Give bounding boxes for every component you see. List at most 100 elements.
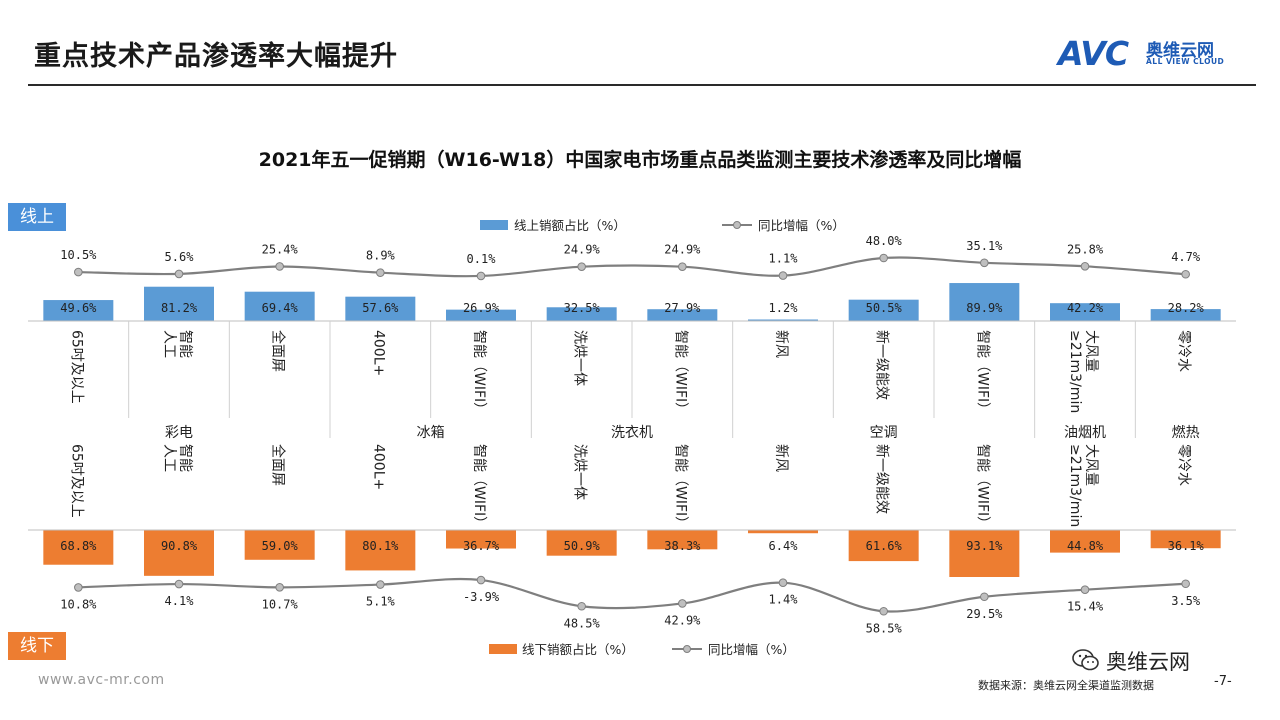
offline-growth-label: 15.4% [1067,600,1104,614]
category-group-label: 空调 [870,425,898,441]
online-growth-label: 24.9% [564,243,601,257]
online-share-label: 42.2% [1067,301,1104,315]
online-share-label: 57.6% [362,301,399,315]
online-growth-label: 0.1% [467,252,497,266]
offline-growth-line [78,577,1186,613]
online-growth-line [78,256,1186,278]
offline-category-label: 洗烘一体 [572,444,588,500]
online-share-bar [748,319,818,321]
offline-growth-point [577,601,586,611]
offline-growth-point [476,575,486,585]
online-category-label: 全面屏 [270,330,287,372]
online-growth-label: 48.0% [866,234,903,248]
online-share-bar [848,299,919,321]
offline-category-label: 智能（WIFI） [471,444,487,530]
offline-growth-point [376,580,385,589]
offline-growth-label: 48.5% [564,616,601,630]
online-category-label: 大风量 [1083,330,1099,372]
offline-growth-label: 4.1% [165,594,195,608]
online-growth-label: 10.5% [60,248,97,262]
offline-share-label: 38.3% [664,539,701,553]
online-growth-label: 25.4% [262,242,299,256]
offline-growth-label: 1.4% [769,593,799,607]
online-growth-point [577,262,586,271]
online-share-label: 89.9% [966,301,1003,315]
online-share-label: 26.9% [463,301,500,315]
online-growth-point [174,269,184,279]
online-share-label: 28.2% [1168,301,1205,315]
offline-share-label: 50.9% [564,539,601,553]
offline-category-label: ≥21m3/min [1067,444,1083,527]
online-growth-point [376,268,385,277]
offline-category-label: 智能（WIFI） [974,444,990,530]
offline-share-label: 59.0% [262,539,299,553]
online-growth-label: 8.9% [366,249,396,263]
logo-chinese-name: 奥维云网 [1146,41,1214,61]
chart-title: 2021年五一促销期（W16-W18）中国家电市场重点品类监测主要技术渗透率及同… [258,149,1022,171]
category-group-label: 油烟机 [1064,425,1106,441]
online-category-label: 新风 [773,330,789,358]
online-share-bar [949,283,1020,321]
offline-share-label: 93.1% [966,539,1003,553]
offline-share-bar [949,530,1020,577]
online-growth-point [678,262,687,271]
offline-category-label: 全面屏 [270,444,287,486]
offline-growth-point [879,606,888,616]
offline-category-label: 零冷水 [1176,444,1192,486]
offline-share-label: 61.6% [866,539,903,553]
logo-mark: AVC [1058,34,1129,73]
online-share-bar [1150,309,1221,321]
offline-growth-label: -3.9% [463,590,500,604]
online-legend-bar-label: 线上销额占比（%） [514,218,626,233]
offline-growth-label: 3.5% [1171,594,1201,608]
offline-growth-point [1080,585,1090,595]
online-category-label: 洗烘一体 [572,330,588,386]
category-group-label: 洗衣机 [611,425,653,441]
online-share-bar [647,309,718,321]
online-category-label: 智能 [177,330,193,358]
offline-growth-point [174,579,184,589]
page-number: -7- [1214,674,1232,689]
online-share-label: 27.9% [664,301,701,315]
online-category-label: 人工 [161,330,177,358]
online-legend-line-label: 同比增幅（%） [758,218,845,233]
online-growth-label: 35.1% [966,239,1003,253]
offline-growth-label: 10.7% [262,597,299,611]
offline-legend-line-label: 同比增幅（%） [708,642,795,657]
offline-share-label: 36.7% [463,539,500,553]
offline-share-bar [43,530,114,565]
online-share-label: 69.4% [262,301,299,315]
offline-legend-line-marker [683,645,691,653]
offline-growth-label: 29.5% [966,607,1003,621]
online-growth-point [476,271,486,281]
offline-category-label: 新一级能效 [874,444,890,514]
offline-category-label: 新风 [773,444,789,472]
offline-category-label: 大风量 [1083,444,1099,486]
online-share-bar [345,296,416,321]
category-group-label: 燃热 [1172,424,1200,441]
online-share-label: 32.5% [564,301,601,315]
online-share-bar [446,309,516,321]
online-growth-point [74,267,83,277]
online-category-label: 零冷水 [1176,330,1192,372]
offline-share-bar [244,530,315,560]
online-share-label: 1.2% [769,301,799,315]
offline-share-bar [748,530,818,534]
online-growth-point [778,271,788,280]
offline-legend-bar-swatch [489,644,517,654]
online-category-label: 智能（WIFI） [974,330,990,416]
offline-share-label: 68.8% [60,539,97,553]
offline-growth-label: 42.9% [664,613,701,627]
online-growth-label: 4.7% [1171,250,1201,264]
offline-share-label: 6.4% [769,539,799,553]
online-growth-point [980,258,989,268]
online-share-label: 81.2% [161,301,198,315]
online-share-label: 50.5% [866,301,903,315]
category-group-label: 冰箱 [417,425,445,441]
online-growth-point [275,262,284,271]
online-legend-line-marker [733,221,741,229]
category-group-label: 彩电 [165,425,193,441]
page-title: 重点技术产品渗透率大幅提升 [34,41,398,72]
offline-share-label: 36.1% [1168,539,1205,553]
data-source-note: 数据来源：奥维云网全渠道监测数据 [978,679,1154,692]
